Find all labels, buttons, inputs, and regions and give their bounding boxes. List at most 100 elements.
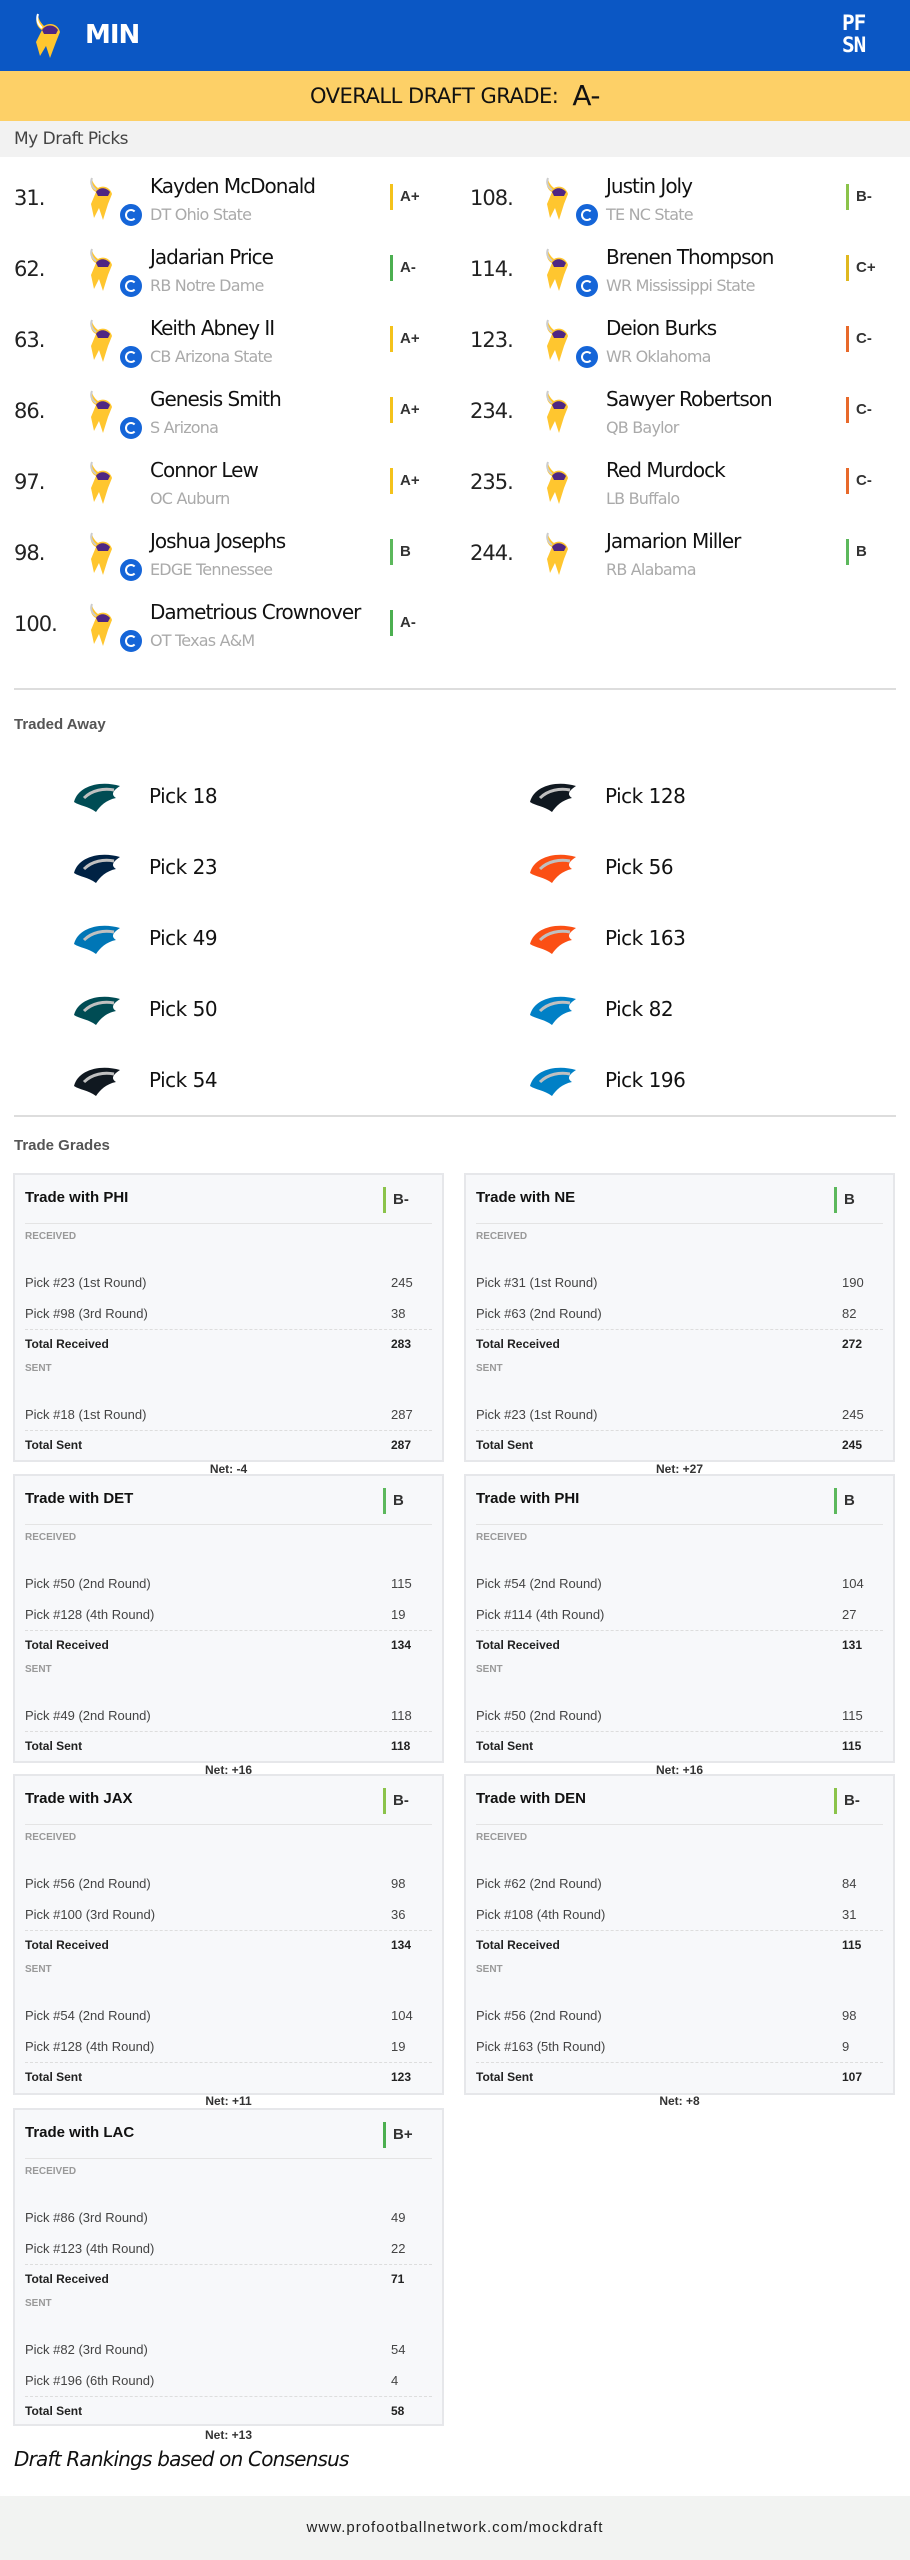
grade-color-bar — [834, 1488, 837, 1514]
pick-grade: A+ — [400, 330, 420, 347]
grade-color-bar — [383, 2122, 386, 2148]
total-sent-label: Total Sent — [476, 2070, 534, 2084]
pick-value: 82 — [842, 1306, 857, 1321]
received-label: RECEIVED — [476, 1231, 528, 1242]
draft-pick-row[interactable]: 123. Deion Burks WR Oklahoma C- — [470, 316, 910, 384]
pick-description: Pick #163 (5th Round) — [476, 2039, 606, 2054]
pick-value: 49 — [391, 2210, 406, 2225]
trade-card: Trade with LAC B+ RECEIVED Pick #86 (3rd… — [13, 2108, 444, 2442]
draft-pick-row[interactable]: 63. Keith Abney II CB Arizona State A+ — [14, 316, 454, 384]
pick-grade: C- — [856, 330, 872, 347]
sent-label: SENT — [476, 1664, 503, 1675]
trade-title: Trade with NE — [476, 1189, 576, 1206]
player-position-school: S Arizona — [150, 418, 219, 437]
draft-pick-row[interactable]: 98. Joshua Josephs EDGE Tennessee B — [14, 529, 454, 597]
traded-pick-label: Pick 50 — [149, 997, 218, 1021]
net-value: Net: +13 — [204, 2428, 253, 2442]
total-received-label: Total Received — [476, 1337, 560, 1351]
player-name: Sawyer Robertson — [606, 387, 773, 411]
player-position-school: CB Arizona State — [150, 347, 273, 366]
draft-pick-row[interactable]: 97. Connor Lew OC Auburn A+ — [14, 458, 454, 526]
pick-description: Pick #49 (2nd Round) — [25, 1708, 151, 1723]
traded-pick-label: Pick 23 — [149, 855, 218, 879]
vikings-logo-icon — [546, 390, 568, 433]
draft-pick-row[interactable]: 234. Sawyer Robertson QB Baylor C- — [470, 387, 910, 455]
player-position-school: RB Alabama — [606, 560, 697, 579]
trade-swap-icon — [576, 346, 598, 368]
received-pick-row: Pick #108 (4th Round) 31 — [476, 1899, 883, 1930]
pick-grade: A+ — [400, 188, 420, 205]
pick-value: 98 — [391, 1876, 406, 1891]
traded-pick: Pick 49 — [70, 914, 370, 964]
total-sent-row: Total Sent 123 — [25, 2062, 432, 2090]
total-received-value: 131 — [842, 1638, 863, 1652]
total-sent-label: Total Sent — [25, 2404, 83, 2418]
player-name: Keith Abney II — [150, 316, 275, 340]
draft-pick-row[interactable]: 86. Genesis Smith S Arizona A+ — [14, 387, 454, 455]
pick-description: Pick #128 (4th Round) — [25, 2039, 155, 2054]
pfsn-logo: PFSN — [842, 11, 866, 57]
total-sent-row: Total Sent 287 — [25, 1430, 432, 1458]
total-sent-label: Total Sent — [476, 1438, 534, 1452]
pick-value: 19 — [391, 1607, 406, 1622]
received-pick-row: Pick #62 (2nd Round) 84 — [476, 1868, 883, 1899]
pick-grade: A- — [400, 614, 416, 631]
footer-url[interactable]: www.profootballnetwork.com/mockdraft — [306, 2519, 604, 2536]
pick-description: Pick #98 (3rd Round) — [25, 1306, 148, 1321]
draft-pick-row[interactable]: 31. Kayden McDonald DT Ohio State A+ — [14, 174, 454, 242]
sent-label: SENT — [25, 1964, 52, 1975]
sent-pick-row: Pick #82 (3rd Round) 54 — [25, 2334, 432, 2365]
sent-pick-row: Pick #50 (2nd Round) 115 — [476, 1700, 883, 1731]
pick-description: Pick #50 (2nd Round) — [25, 1576, 151, 1591]
total-sent-label: Total Sent — [476, 1739, 534, 1753]
pick-value: 115 — [842, 1708, 863, 1723]
pick-description: Pick #18 (1st Round) — [25, 1407, 147, 1422]
vikings-logo-icon — [90, 248, 112, 291]
player-position-school: WR Mississippi State — [606, 276, 756, 295]
divider — [25, 2158, 432, 2159]
draft-pick-row[interactable]: 100. Dametrious Crownover OT Texas A&M A… — [14, 600, 454, 668]
sent-label: SENT — [25, 1664, 52, 1675]
divider — [476, 1223, 883, 1224]
lac-logo-icon — [530, 1067, 576, 1096]
draft-pick-row[interactable]: 114. Brenen Thompson WR Mississippi Stat… — [470, 245, 910, 313]
player-name: Connor Lew — [150, 458, 259, 482]
pick-description: Pick #31 (1st Round) — [476, 1275, 598, 1290]
received-pick-row: Pick #123 (4th Round) 22 — [25, 2233, 432, 2264]
pick-value: 245 — [391, 1275, 413, 1290]
pick-value: 54 — [391, 2342, 406, 2357]
total-received-label: Total Received — [25, 1638, 109, 1652]
pick-grade: A- — [400, 259, 416, 276]
pick-number: 62. — [14, 257, 45, 281]
trade-swap-icon — [120, 275, 142, 297]
draft-pick-row[interactable]: 244. Jamarion Miller RB Alabama B — [470, 529, 910, 597]
trade-grade: B- — [844, 1792, 860, 1809]
draft-pick-row[interactable]: 108. Justin Joly TE NC State B- — [470, 174, 910, 242]
vikings-logo-icon — [546, 248, 568, 291]
player-name: Joshua Josephs — [150, 529, 286, 553]
pick-grade: C- — [856, 401, 872, 418]
overall-grade-banner: OVERALL DRAFT GRADE: A- — [0, 71, 910, 121]
pick-grade: B — [856, 543, 867, 560]
sent-label: SENT — [25, 1363, 52, 1374]
phi-logo-icon — [74, 783, 120, 812]
traded-pick: Pick 50 — [70, 985, 370, 1035]
pick-number: 63. — [14, 328, 45, 352]
total-sent-row: Total Sent 118 — [25, 1731, 432, 1759]
net-value: Net: +16 — [655, 1763, 704, 1777]
pick-value: 118 — [391, 1708, 412, 1723]
grade-color-bar — [846, 184, 849, 210]
grade-color-bar — [834, 1788, 837, 1814]
divider — [25, 1223, 432, 1224]
pick-description: Pick #54 (2nd Round) — [476, 1576, 602, 1591]
traded-pick-label: Pick 163 — [605, 926, 686, 950]
trade-grade: B+ — [393, 2126, 413, 2143]
received-pick-row: Pick #86 (3rd Round) 49 — [25, 2202, 432, 2233]
grade-color-bar — [390, 539, 393, 565]
draft-pick-row[interactable]: 235. Red Murdock LB Buffalo C- — [470, 458, 910, 526]
draft-pick-row[interactable]: 62. Jadarian Price RB Notre Dame A- — [14, 245, 454, 313]
team-header: MIN PFSN — [0, 0, 910, 71]
total-received-label: Total Received — [25, 1938, 109, 1952]
traded-pick-label: Pick 128 — [605, 784, 686, 808]
grade-color-bar — [846, 397, 849, 423]
